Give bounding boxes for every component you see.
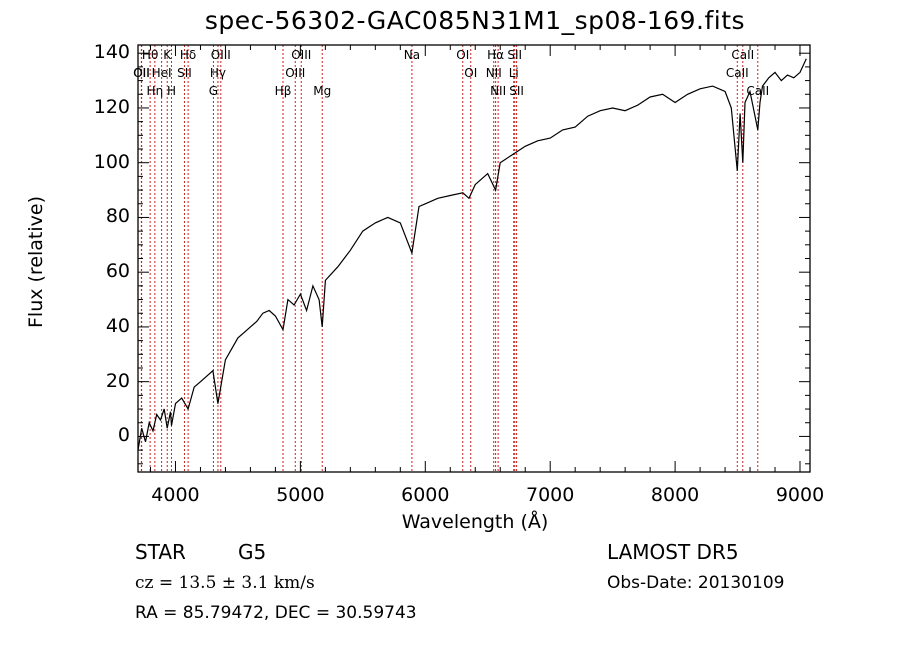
object-subclass: G5 (238, 540, 267, 564)
x-tick-label: 9000 (775, 484, 825, 506)
y-tick-label: 40 (105, 314, 130, 337)
marker-label: OIII (285, 66, 306, 80)
marker-label: Hθ (141, 48, 159, 62)
x-tick-label: 7000 (526, 484, 575, 506)
observation-date: Obs-Date: 20130109 (607, 573, 785, 593)
marker-label: SII (507, 48, 523, 62)
y-tick-label: 100 (93, 150, 130, 173)
marker-label: Li (508, 66, 519, 80)
marker-label: OI (464, 66, 478, 80)
coordinates-text: RA = 85.79472, DEC = 30.59743 (135, 603, 417, 623)
y-tick-label: 120 (93, 95, 130, 118)
marker-label: SII (509, 84, 524, 98)
marker-label: CaII (725, 66, 749, 80)
chart-title: spec-56302-GAC085N31M1_sp08-169.fits (204, 6, 746, 35)
plot-frame (137, 44, 811, 473)
marker-label: Hα (487, 48, 505, 62)
marker-label: H (166, 84, 176, 98)
marker-label: OIII (210, 48, 231, 62)
marker-label: Hβ (274, 84, 292, 98)
x-axis-title: Wavelength (Å) (401, 511, 549, 533)
redshift-text: cz = 13.5 ± 3.1 km/s (135, 573, 315, 593)
marker-label: Hδ (179, 48, 197, 62)
marker-label: CaII (731, 48, 755, 62)
marker-label: HeI (151, 66, 172, 80)
y-axis-title: Flux (relative) (25, 195, 47, 329)
y-tick-label: 80 (105, 205, 130, 228)
marker-label: NII (490, 84, 507, 98)
marker-label: OI (456, 48, 470, 62)
y-tick-label: 20 (105, 369, 130, 392)
spectrum-line (137, 58, 807, 451)
marker-label: G (208, 84, 219, 98)
object-class: STAR (135, 540, 186, 564)
marker-label: NII (485, 66, 502, 80)
marker-label: CaII (746, 84, 770, 98)
marker-label: Mg (313, 84, 332, 98)
y-tick-label: 60 (105, 260, 130, 283)
x-tick-label: 6000 (401, 484, 450, 506)
marker-label: K (163, 48, 172, 62)
marker-label: OIII (291, 48, 312, 62)
y-tick-label: 0 (117, 424, 130, 447)
marker-label: Hγ (209, 66, 226, 80)
marker-label: Na (403, 48, 421, 62)
x-tick-label: 5000 (276, 484, 325, 506)
survey-name: LAMOST DR5 (607, 540, 739, 564)
line-markers (140, 45, 759, 472)
y-tick-label: 140 (93, 41, 130, 64)
marker-label: OII (133, 66, 150, 80)
marker-label: OII (133, 66, 150, 80)
axis-ticks (138, 45, 810, 472)
x-tick-label: 4000 (151, 484, 200, 506)
marker-label: Hη (146, 84, 164, 98)
x-tick-label: 8000 (650, 484, 700, 506)
marker-label: SII (177, 66, 192, 80)
